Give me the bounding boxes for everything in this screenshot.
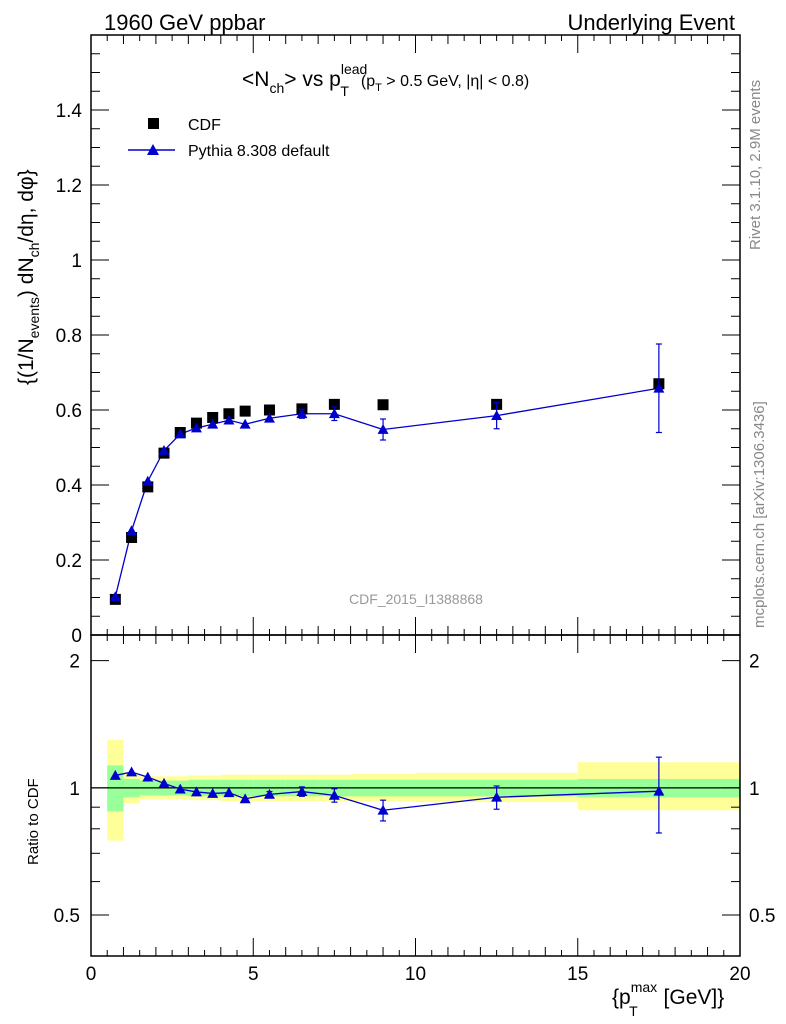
main-y-tick-label: 1.4: [56, 101, 83, 122]
ratio-mc-point: [109, 769, 121, 780]
mc-point: [158, 445, 170, 455]
x-tick-label: 0: [86, 964, 97, 985]
mc-point: [491, 410, 503, 421]
ratio-mc-point: [491, 791, 503, 802]
mc-point: [296, 408, 308, 419]
ratio-y-tick-label: 0.5: [54, 906, 80, 927]
ratio-mc-point: [328, 789, 340, 800]
ratio-series: [91, 756, 740, 834]
title-sup2: lead: [341, 61, 367, 77]
ratio-mc-point: [223, 787, 235, 798]
x-tick-label: 5: [248, 964, 259, 985]
axis-ticks: 0 5 10 15 20 0 0.2 0.4 0.6 0.8 1 1.2 1.4 0.5 0.5 1 1 2 2: [54, 34, 775, 985]
main-y-tick-label: 0.8: [56, 326, 82, 347]
ratio-mc-point: [174, 783, 186, 794]
ratio-mc-point: [296, 786, 308, 796]
mc-point: [328, 408, 340, 419]
rivet-label: Rivet 3.1.10, 2.9M events: [747, 80, 764, 250]
ratio-mc-point: [207, 787, 219, 798]
ratio-y-tick-label: 2: [69, 652, 80, 673]
cdf-data-point: [207, 412, 219, 423]
mc-point: [126, 525, 138, 536]
title-part1: <N: [242, 68, 269, 91]
title-cond-rest: > 0.5 GeV, |η| < 0.8): [382, 73, 529, 90]
ratio-y-tick-label-right: 2: [749, 652, 760, 673]
legend: CDF Pythia 8.308 default: [128, 117, 330, 160]
mc-point: [207, 418, 219, 429]
mc-point: [653, 382, 665, 393]
main-y-tick-label: 0.2: [56, 551, 82, 572]
mc-point: [142, 475, 154, 486]
mcplots-label: mcplots.cern.ch [arXiv:1306.3436]: [751, 401, 768, 628]
mc-point: [263, 412, 275, 423]
ratio-mc-point: [263, 788, 275, 799]
legend-data-label: CDF: [188, 117, 221, 134]
cdf-data-point: [328, 398, 340, 410]
ratio-mc-point: [190, 786, 202, 797]
ratio-mc-point: [239, 793, 251, 804]
cdf-data-point: [223, 408, 235, 420]
ratio-y-tick-label: 1: [69, 779, 80, 800]
mc-point: [239, 418, 251, 429]
ratio-mc-point: [158, 777, 170, 788]
x-tick-label: 10: [405, 964, 426, 985]
analysis-watermark: CDF_2015_I1388868: [349, 591, 483, 607]
legend-mc-label: Pythia 8.308 default: [188, 143, 330, 160]
title-sub1: ch: [269, 80, 284, 96]
main-ylabel: {(1/Nevents) dNch/dη, dφ}: [15, 169, 42, 385]
ratio-mc-point: [126, 766, 138, 777]
main-series: [109, 343, 665, 605]
legend-data-marker: [148, 118, 159, 129]
cdf-data-point: [263, 404, 275, 416]
title-part2: > vs p: [284, 68, 341, 91]
main-y-tick-label: 1: [71, 251, 82, 272]
title-sub2: T: [340, 83, 349, 99]
cdf-data-point: [126, 532, 138, 543]
main-y-tick-label: 1.2: [56, 176, 82, 197]
ratio-mc-point: [142, 771, 154, 782]
legend-mc-marker: [147, 144, 159, 155]
ratio-ylabel: Ratio to CDF: [25, 778, 42, 865]
x-tick-label: 20: [729, 964, 750, 985]
ratio-y-tick-label-right: 1: [749, 779, 760, 800]
ratio-y-tick-label-right: 0.5: [749, 906, 775, 927]
mc-point: [377, 424, 389, 434]
ratio-uncertainty-bands: [107, 739, 740, 841]
mc-point: [174, 428, 186, 439]
cdf-data-point: [239, 405, 251, 417]
ratio-mc-point: [653, 785, 665, 796]
main-y-tick-label: 0.4: [56, 476, 83, 497]
x-tick-label: 15: [567, 964, 588, 985]
xlabel: {pmax T [GeV]}: [612, 979, 724, 1019]
header-right: Underlying Event: [567, 10, 735, 35]
title-cond-sub: T: [375, 82, 382, 94]
mc-point: [190, 422, 202, 433]
cdf-data-point: [142, 481, 154, 493]
main-y-tick-label: 0.6: [56, 401, 82, 422]
ratio-mc-point: [377, 804, 389, 815]
main-y-tick-label: 0: [71, 626, 82, 647]
plot-title: <Nch> vs plead T(pT > 0.5 GeV, |η| < 0.8): [242, 61, 529, 99]
title-cond-p: (p: [361, 73, 375, 90]
mc-point: [109, 591, 121, 602]
cdf-data-point: [377, 399, 389, 411]
header-left: 1960 GeV ppbar: [104, 10, 265, 35]
mc-point: [223, 414, 235, 425]
